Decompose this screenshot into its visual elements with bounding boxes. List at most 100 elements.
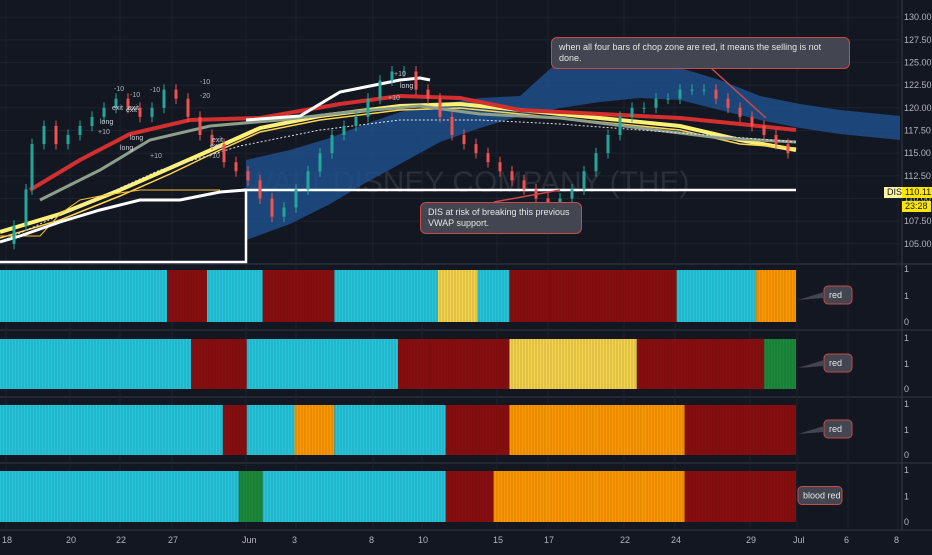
- candle-body: [222, 144, 226, 163]
- candle-body: [750, 116, 754, 126]
- x-tick-label: 17: [544, 535, 554, 545]
- candle-body: [642, 107, 646, 109]
- candle-body: [30, 144, 34, 190]
- trade-label: -10: [150, 87, 160, 94]
- candle-body: [234, 162, 238, 172]
- candle-body: [762, 125, 766, 135]
- trade-label: -10: [114, 86, 124, 93]
- x-tick-label: Jul: [793, 535, 805, 545]
- vwap-lower-step: [0, 188, 247, 244]
- candle-body: [354, 116, 358, 126]
- chop-tick-label: 1: [904, 465, 909, 475]
- chop-zone-segment: [509, 405, 685, 455]
- countdown-tag: 23:28: [902, 201, 931, 212]
- candle-body: [102, 107, 106, 117]
- chop-zone-segment: [684, 405, 796, 455]
- chop-zone-segment: [0, 471, 239, 522]
- x-tick-label: Jun: [242, 535, 257, 545]
- candle-body: [12, 225, 16, 244]
- x-tick-label: 29: [746, 535, 756, 545]
- last-price-tag: 110.11: [902, 187, 932, 198]
- chop-zone-segment: [636, 339, 765, 389]
- chop-zone-segment: [477, 270, 510, 322]
- candle-body: [366, 98, 370, 117]
- chop-zone-segment: [676, 270, 757, 322]
- chop-zone-segment: [509, 339, 637, 389]
- candle-body: [378, 80, 382, 99]
- x-tick-label: 15: [493, 535, 503, 545]
- x-tick-label: 10: [418, 535, 428, 545]
- chop-zone-segment: [764, 339, 796, 389]
- price-tick-label: 130.00: [904, 12, 932, 22]
- chop-zone-segment: [398, 339, 430, 389]
- trade-label: exit: [128, 105, 139, 112]
- candle-body: [522, 180, 526, 190]
- chop-zone-label-box: [797, 486, 843, 505]
- candle-body: [186, 98, 190, 117]
- chop-tick-label: 1: [904, 264, 909, 274]
- candle-body: [390, 71, 394, 81]
- price-tick-label: 105.00: [904, 239, 932, 249]
- chop-zone-segment: [334, 270, 438, 322]
- candle-body: [318, 153, 322, 172]
- chop-zone-label: red: [829, 424, 842, 434]
- chop-zone-segment: [206, 270, 263, 322]
- chop-zone-label: red: [829, 358, 842, 368]
- trade-label: +10: [208, 153, 220, 160]
- trade-label: +10: [388, 95, 400, 102]
- price-tick-label: 112.50: [904, 171, 931, 181]
- x-tick-label: 18: [2, 535, 12, 545]
- candle-body: [510, 171, 514, 181]
- candle-body: [438, 98, 442, 117]
- ma-thin-yellow: [0, 107, 797, 239]
- chop-tick-label: 1: [904, 425, 909, 435]
- candle-body: [594, 153, 598, 172]
- candle-body: [270, 198, 274, 217]
- trade-label: exit: [210, 143, 221, 150]
- trade-label: +10: [150, 153, 162, 160]
- chop-zone-label-pointer: [798, 360, 824, 368]
- candle-body: [138, 107, 142, 117]
- price-tick-label: 117.50: [904, 125, 931, 135]
- price-tick-label: 127.50: [904, 35, 932, 45]
- chop-zone-label: red: [829, 290, 842, 300]
- candle-body: [246, 171, 250, 181]
- trade-label: -10: [200, 79, 210, 86]
- chop-zone-segment: [191, 339, 247, 389]
- chop-zone-segment: [509, 270, 550, 322]
- chop-tick-label: 1: [904, 333, 909, 343]
- price-tick-label: 110.00: [904, 194, 931, 204]
- ma-olive: [39, 104, 797, 202]
- x-tick-label: 20: [66, 535, 76, 545]
- trade-label: long: [130, 135, 143, 142]
- chop-zone-label-pointer: [798, 292, 824, 300]
- candle-body: [162, 89, 166, 108]
- candle-body: [66, 135, 70, 145]
- candle-body: [486, 153, 490, 163]
- candle-body: [342, 125, 346, 135]
- candle-body: [774, 135, 778, 145]
- price-tick-label: 107.50: [904, 216, 932, 226]
- candle-body: [426, 89, 430, 99]
- candle-body: [678, 89, 682, 99]
- chop-tick-label: 0: [904, 450, 909, 460]
- x-tick-label: 24: [671, 535, 681, 545]
- chop-zone-segment: [167, 270, 207, 322]
- trade-label: +10: [394, 71, 406, 78]
- chop-zone-label-pointer: [798, 426, 824, 434]
- chop-tick-label: 0: [904, 517, 909, 527]
- chop-zone-segment: [294, 405, 335, 455]
- chop-zone-segment: [0, 270, 168, 322]
- chop-zone-segment: [262, 471, 446, 522]
- trade-label: -10: [130, 92, 140, 99]
- trade-label: long: [400, 83, 413, 90]
- candle-body: [150, 107, 154, 117]
- ichimoku-cloud: [246, 60, 900, 240]
- candle-body: [24, 189, 28, 226]
- chop-zone-segment: [222, 405, 247, 455]
- chop-tick-label: 1: [904, 399, 909, 409]
- x-tick-label: 6: [844, 535, 849, 545]
- candle-body: [738, 107, 742, 117]
